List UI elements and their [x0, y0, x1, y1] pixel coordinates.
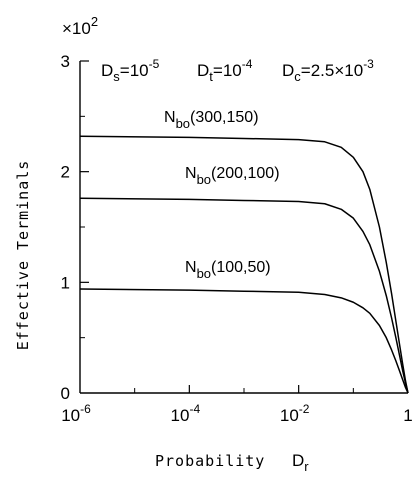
- x-axis-title: Probability: [155, 452, 265, 470]
- y-tick-label: 1: [61, 273, 70, 292]
- x-tick-label: 10-2: [280, 402, 310, 425]
- x-axis-symbol: Dr: [292, 451, 309, 474]
- series-line-1: [79, 197, 409, 394]
- x-tick-label: 10-6: [61, 402, 91, 425]
- x-tick-label: 1: [403, 406, 412, 425]
- series-line-0: [79, 135, 409, 394]
- series-line-2: [79, 288, 409, 394]
- y-tick-label: 2: [61, 163, 70, 182]
- axes: 0 1 2 3 10-6 10-4 10-2 1: [61, 52, 413, 425]
- param-dc: Dc=2.5×10-3: [282, 57, 374, 84]
- y-tick-label: 0: [61, 384, 70, 403]
- series-label-100-50: Nbo(100,50): [185, 259, 271, 281]
- y-multiplier-label: ×102: [62, 14, 98, 38]
- y-axis-title: Effective Terminals: [14, 160, 32, 351]
- chart-text: ×102 Ds=10-5 Dt=10-4 Dc=2.5×10-3 Nbo(300…: [14, 14, 374, 474]
- param-dt: Dt=10-4: [197, 57, 253, 84]
- series-lines: [79, 135, 409, 394]
- series-label-300-150: Nbo(300,150): [164, 109, 259, 131]
- x-tick-label: 10-4: [171, 402, 201, 425]
- param-ds: Ds=10-5: [101, 57, 160, 84]
- y-tick-label: 3: [61, 52, 70, 71]
- series-label-200-100: Nbo(200,100): [185, 165, 280, 187]
